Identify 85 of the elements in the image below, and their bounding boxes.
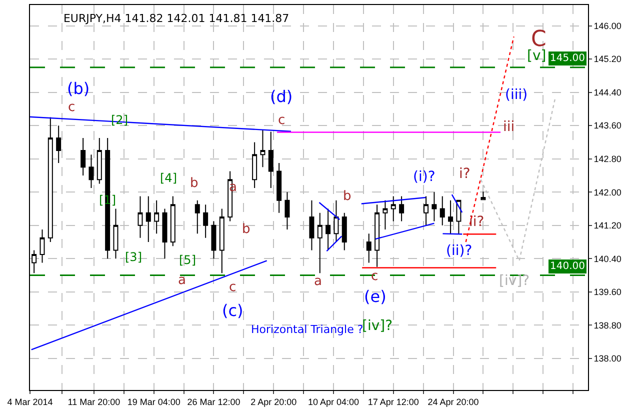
candlestick xyxy=(456,200,462,234)
candlestick xyxy=(374,204,380,268)
x-tick-label: 2 Apr 20:00 xyxy=(250,396,297,407)
candlestick xyxy=(284,192,290,230)
annotation: [4] xyxy=(160,171,177,185)
candlestick xyxy=(480,191,486,200)
candlestick xyxy=(390,196,396,222)
annotation: b xyxy=(242,222,250,237)
candlestick xyxy=(113,208,118,260)
y-tick-label: 146.00 xyxy=(594,20,622,31)
candlestick xyxy=(162,208,168,260)
candlestick xyxy=(194,200,200,234)
candlestick xyxy=(138,196,143,238)
x-tick-label: 24 Apr 20:00 xyxy=(428,396,479,407)
text: EURJPY,H4 141.82 142.01 141.81 141.87 xyxy=(63,12,290,26)
annotation: c xyxy=(371,269,378,284)
candlestick xyxy=(211,220,216,260)
x-tick-label: 11 Mar 20:00 xyxy=(68,396,120,407)
annotation: c xyxy=(278,113,286,128)
ref-line-label: 145.00 xyxy=(550,53,585,64)
candlestick xyxy=(252,142,258,188)
candlestick xyxy=(203,204,208,238)
candlestick xyxy=(342,212,347,251)
annotation: a xyxy=(314,274,322,289)
annotation: [3] xyxy=(125,250,142,264)
annotation: (iii) xyxy=(505,87,528,103)
x-tick-label: 17 Apr 12:00 xyxy=(368,396,419,407)
candlestick xyxy=(48,116,53,242)
annotation: ii? xyxy=(469,214,484,230)
candlestick xyxy=(326,208,331,251)
annotation: [5] xyxy=(179,253,196,267)
annotation: (ii)? xyxy=(446,243,472,259)
ref-line-label: 140.00 xyxy=(550,261,585,272)
candlestick xyxy=(432,192,437,222)
y-tick-label: 138.00 xyxy=(594,354,622,364)
candlestick xyxy=(32,250,37,274)
annotation: (c) xyxy=(222,301,244,320)
candlestick xyxy=(309,200,314,251)
annotation: iii xyxy=(503,119,515,135)
y-tick-label: 140.40 xyxy=(594,254,622,264)
candlestick xyxy=(366,233,372,264)
y-tick-label: 142.00 xyxy=(594,187,622,198)
y-tick-label: 141.20 xyxy=(594,220,622,231)
y-tick-label: 138.80 xyxy=(594,320,622,330)
x-tick-label: 10 Apr 04:00 xyxy=(308,396,360,407)
candlestick xyxy=(40,229,45,264)
annotation: Horizontal Triangle ? xyxy=(251,323,364,336)
annotation: [iv]? xyxy=(362,318,393,334)
x-tick-label: 19 Mar 04:00 xyxy=(127,396,180,407)
candlestick xyxy=(399,196,404,222)
candlestick xyxy=(448,200,454,234)
annotation: (d) xyxy=(270,87,293,106)
candlestick xyxy=(146,196,151,242)
annotation: (e) xyxy=(364,287,386,306)
candlestick xyxy=(334,200,339,242)
candlestick xyxy=(317,212,322,274)
y-tick-label: 145.20 xyxy=(594,54,622,64)
annotation: b xyxy=(190,176,198,191)
annotation: c xyxy=(68,100,76,115)
candlestick xyxy=(424,196,429,226)
annotation: (b) xyxy=(67,79,90,98)
candlestick xyxy=(440,196,445,226)
y-tick-label: 144.40 xyxy=(594,87,622,98)
annotation: (i)? xyxy=(413,169,436,185)
y-tick-label: 139.60 xyxy=(594,287,622,298)
candlestick xyxy=(260,129,266,168)
annotation: c xyxy=(229,280,236,295)
candlestick xyxy=(96,138,102,184)
candlestick xyxy=(154,200,160,234)
candlestick xyxy=(56,125,62,164)
annotation: i? xyxy=(459,166,470,182)
candlestick xyxy=(170,196,176,247)
annotation: [iv]? xyxy=(499,273,530,289)
x-tick-label: 4 Mar 2014 xyxy=(7,396,53,407)
y-tick-label: 142.80 xyxy=(594,154,622,164)
x-tick-label: 26 Mar 12:00 xyxy=(187,396,240,407)
y-tick-label: 143.60 xyxy=(594,120,622,131)
candlestick xyxy=(219,208,224,274)
candlestick xyxy=(276,162,282,214)
annotation: b xyxy=(343,189,352,204)
candlestick xyxy=(80,138,86,176)
candlestick xyxy=(88,154,94,188)
candlestick xyxy=(382,200,388,230)
annotation: a xyxy=(178,273,186,288)
candlestick xyxy=(268,131,274,188)
